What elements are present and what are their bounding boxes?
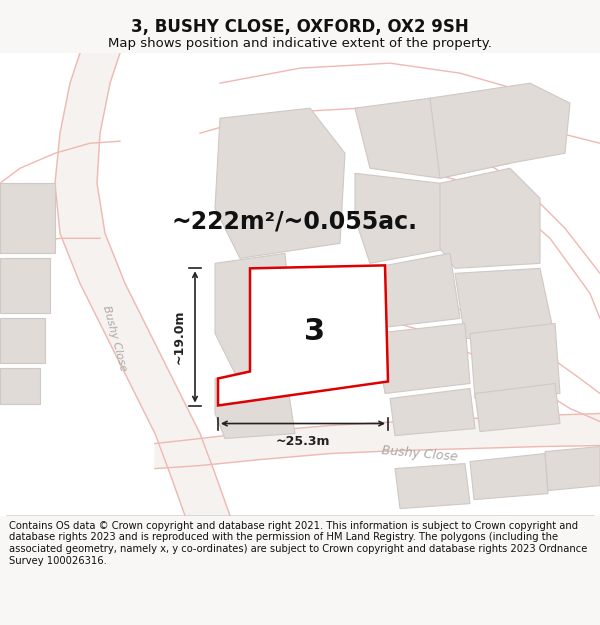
Polygon shape bbox=[155, 414, 600, 469]
Polygon shape bbox=[455, 268, 555, 338]
Polygon shape bbox=[215, 369, 295, 439]
Polygon shape bbox=[390, 389, 475, 436]
Polygon shape bbox=[355, 98, 510, 178]
Polygon shape bbox=[215, 108, 345, 258]
Polygon shape bbox=[475, 384, 560, 431]
Text: Bushy Close: Bushy Close bbox=[382, 444, 458, 463]
Text: ~19.0m: ~19.0m bbox=[173, 309, 185, 364]
Polygon shape bbox=[440, 168, 540, 268]
Polygon shape bbox=[545, 446, 600, 491]
Text: Contains OS data © Crown copyright and database right 2021. This information is : Contains OS data © Crown copyright and d… bbox=[9, 521, 587, 566]
Text: Map shows position and indicative extent of the property.: Map shows position and indicative extent… bbox=[108, 38, 492, 50]
Polygon shape bbox=[355, 173, 450, 263]
Polygon shape bbox=[375, 323, 470, 394]
Text: Bushy Close: Bushy Close bbox=[101, 304, 128, 372]
Polygon shape bbox=[215, 253, 295, 374]
Polygon shape bbox=[395, 464, 470, 509]
Polygon shape bbox=[470, 323, 560, 399]
Polygon shape bbox=[0, 183, 55, 253]
Polygon shape bbox=[55, 53, 230, 516]
Polygon shape bbox=[430, 83, 570, 178]
Polygon shape bbox=[0, 369, 40, 404]
Polygon shape bbox=[370, 253, 460, 328]
Polygon shape bbox=[470, 454, 548, 499]
Text: ~222m²/~0.055ac.: ~222m²/~0.055ac. bbox=[172, 209, 418, 233]
Text: ~25.3m: ~25.3m bbox=[276, 435, 330, 448]
Text: 3, BUSHY CLOSE, OXFORD, OX2 9SH: 3, BUSHY CLOSE, OXFORD, OX2 9SH bbox=[131, 18, 469, 36]
Polygon shape bbox=[0, 258, 50, 313]
Polygon shape bbox=[218, 266, 388, 406]
Text: 3: 3 bbox=[304, 317, 326, 346]
Polygon shape bbox=[0, 318, 45, 364]
